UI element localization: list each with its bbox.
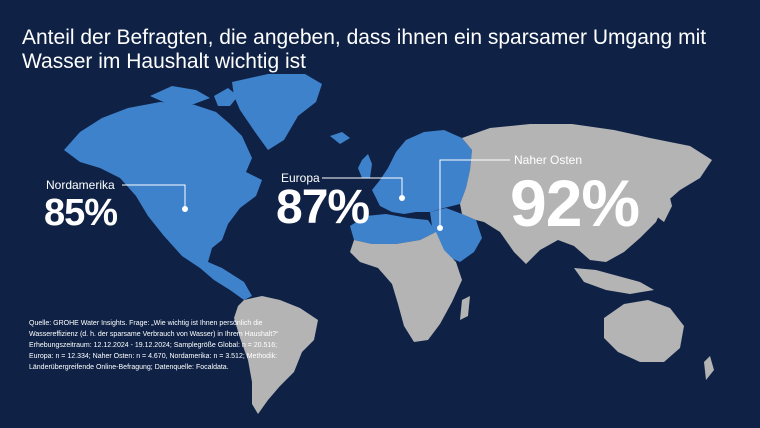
region-value-europa: 87% <box>276 181 370 234</box>
nordamerika-leader-line <box>122 184 186 209</box>
arctic-islands-shape <box>150 86 210 104</box>
naher-osten-leader-line <box>439 159 510 228</box>
region-label-nordamerika: Nordamerika <box>46 178 115 192</box>
naher-osten-marker <box>437 225 443 231</box>
region-value-nordamerika: 85% <box>44 192 118 234</box>
madagascar-shape <box>460 296 470 320</box>
europa-leader-line <box>322 177 403 198</box>
southeast-asia-shape <box>574 268 654 294</box>
greenland-shape <box>232 74 322 150</box>
arctic-islands-shape-2 <box>214 88 238 106</box>
africa-shape <box>350 232 462 342</box>
north-america-shape <box>64 102 262 300</box>
asia-shape <box>460 124 712 264</box>
japan-shape <box>656 190 672 222</box>
new-zealand-shape <box>704 356 714 380</box>
region-label-europa: Europa <box>281 171 320 185</box>
page-title: Anteil der Befragten, die angeben, dass … <box>22 26 707 73</box>
region-value-naher-osten: 92% <box>510 166 640 240</box>
nordamerika-marker <box>182 206 188 212</box>
australia-shape <box>604 300 684 362</box>
europa-marker <box>399 195 405 201</box>
uk-shape <box>358 154 372 178</box>
source-note: Quelle: GROHE Water Insights. Frage: „Wi… <box>29 320 279 371</box>
europe-shape <box>372 130 472 214</box>
iceland-shape <box>330 132 350 144</box>
north-africa-shape <box>350 214 436 244</box>
region-label-naher-osten: Naher Osten <box>514 153 583 167</box>
south-america-shape <box>234 296 318 414</box>
